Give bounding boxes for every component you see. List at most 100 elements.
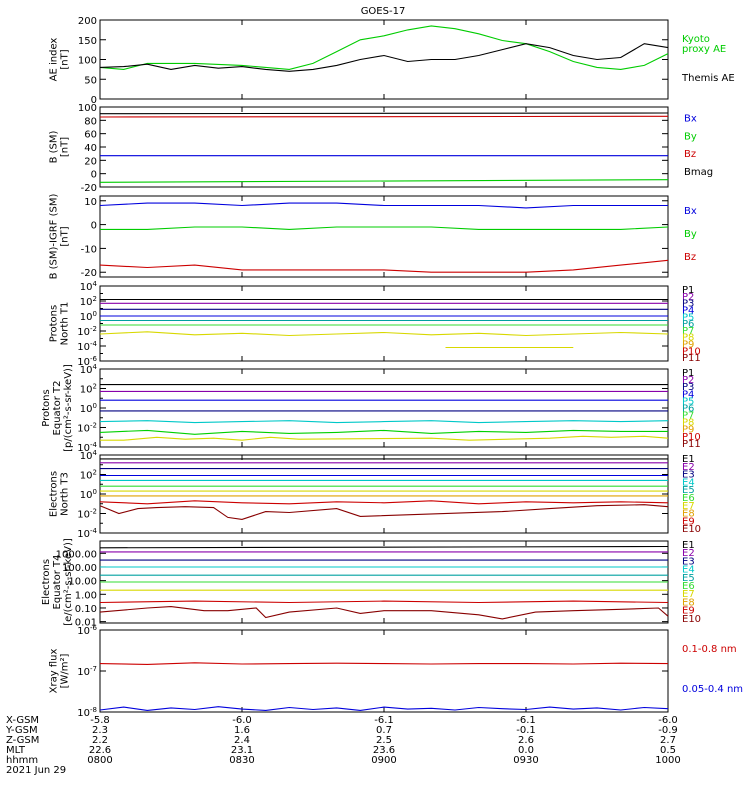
y-tick-label: 104 bbox=[80, 280, 98, 293]
x-row-value: -0.1 bbox=[516, 725, 536, 736]
y-tick-label: 0 bbox=[91, 221, 97, 232]
legend-label: E3 bbox=[682, 470, 695, 481]
y-tick-label: 40 bbox=[84, 143, 97, 154]
panel-enorth: 10-4 10-2 100 102 104 Electrons North T3 E1E2E3… bbox=[49, 449, 702, 540]
y-tick-label: -20 bbox=[81, 268, 97, 279]
x-row-label: MLT bbox=[6, 745, 26, 756]
y-tick-label: 1000.00 bbox=[56, 549, 97, 560]
legend-label: P5 bbox=[682, 312, 694, 323]
y-tick-label: 10-7 bbox=[77, 665, 97, 678]
legend-label: E4 bbox=[682, 565, 695, 576]
y-axis-label: [e/(cm²-s-sr-keV)] bbox=[63, 538, 74, 626]
y-tick-label: 102 bbox=[80, 469, 97, 482]
y-tick-label: 50 bbox=[84, 75, 97, 86]
x-row-value: 0800 bbox=[87, 755, 112, 766]
legend-label: P6 bbox=[682, 319, 694, 330]
y-axis-label: [p/(cm²-s-sr-keV)] bbox=[63, 364, 74, 452]
legend-label: E8 bbox=[682, 509, 695, 520]
panel-frame bbox=[99, 629, 669, 713]
y-tick-label: 0.01 bbox=[75, 618, 97, 629]
y-tick-label: 100 bbox=[78, 56, 97, 67]
y-tick-label: 1.00 bbox=[75, 590, 97, 601]
legend-label: P4 bbox=[682, 389, 694, 400]
y-tick-label: 10-4 bbox=[77, 340, 97, 353]
y-tick-label: 104 bbox=[80, 363, 98, 376]
x-axis-labels: X-GSM -5.8 -6.0 -6.1 -6.1 -6.0 Y-GSM 2.3 1.6 0.7 -… bbox=[5, 715, 681, 776]
legend-label: Bz bbox=[684, 252, 696, 263]
y-tick-label: 102 bbox=[80, 295, 97, 308]
y-tick-label: 150 bbox=[78, 36, 97, 47]
y-axis-label: Equator T4 bbox=[52, 555, 63, 610]
legend-label: P11 bbox=[682, 353, 701, 364]
legend-label: P7 bbox=[682, 411, 694, 422]
legend-label: 0.1-0.8 nm bbox=[682, 644, 737, 655]
series-line bbox=[99, 179, 669, 183]
y-tick-label: 10.00 bbox=[68, 577, 97, 588]
y-tick-label: 200 bbox=[78, 16, 97, 27]
legend-label: Kyoto bbox=[682, 34, 710, 45]
legend-label: P2 bbox=[682, 375, 694, 386]
y-axis-label: Protons bbox=[49, 305, 60, 342]
x-row-value: 0.7 bbox=[376, 725, 392, 736]
legend-label: P6 bbox=[682, 403, 694, 414]
series-line bbox=[99, 662, 669, 665]
y-tick-label: 0 bbox=[91, 170, 97, 181]
x-row-value: -6.1 bbox=[374, 715, 394, 726]
series-line bbox=[99, 504, 669, 520]
legend-label: proxy AE bbox=[682, 44, 726, 55]
y-tick-label: 10-8 bbox=[77, 706, 97, 719]
legend-label: E4 bbox=[682, 477, 695, 488]
y-axis-label: AE index bbox=[49, 38, 60, 82]
x-row-label: X-GSM bbox=[6, 715, 39, 726]
series-line bbox=[99, 112, 669, 115]
y-axis-label: B (SM) bbox=[49, 130, 60, 163]
y-tick-label: 100 bbox=[80, 310, 97, 323]
panel-xray: 10-8 10-7 10-6 Xray flux [W/m²] 0.1-0.8 nm 0.0… bbox=[49, 624, 744, 719]
legend-label: E5 bbox=[682, 573, 695, 584]
legend-label: P4 bbox=[682, 305, 694, 316]
legend-label: P9 bbox=[682, 425, 694, 436]
x-row-value: 0930 bbox=[513, 755, 538, 766]
y-axis-label: Equator T2 bbox=[52, 381, 63, 436]
y-tick-label: 10-6 bbox=[77, 624, 97, 637]
series-line bbox=[99, 706, 669, 711]
y-axis-label: Electrons bbox=[41, 559, 52, 605]
legend-label: E7 bbox=[682, 501, 695, 512]
series-line bbox=[99, 606, 669, 620]
legend-label: P8 bbox=[682, 333, 694, 344]
series-line bbox=[99, 202, 668, 209]
y-tick-label: 10-4 bbox=[77, 441, 97, 454]
y-tick-label: 10-2 bbox=[77, 422, 97, 435]
legend-label: P11 bbox=[682, 439, 701, 450]
y-tick-label: 100 bbox=[80, 488, 97, 501]
series-line bbox=[99, 115, 669, 118]
series-line bbox=[100, 435, 669, 441]
y-tick-label: 0.10 bbox=[75, 604, 97, 615]
x-row-label: hhmm bbox=[6, 755, 38, 766]
legend-label: E6 bbox=[682, 493, 695, 504]
y-tick-label: -20 bbox=[81, 183, 97, 194]
y-tick-label: 10 bbox=[84, 197, 97, 208]
x-row-value: 1000 bbox=[655, 755, 680, 766]
y-tick-label: 80 bbox=[84, 116, 97, 127]
x-row-value: 0900 bbox=[371, 755, 396, 766]
y-tick-label: 20 bbox=[84, 156, 97, 167]
legend-label: E9 bbox=[682, 606, 695, 617]
y-tick-label: 104 bbox=[80, 449, 98, 462]
y-tick-label: 102 bbox=[80, 383, 97, 396]
legend-label: E8 bbox=[682, 597, 695, 608]
x-row-value: 1.6 bbox=[234, 725, 250, 736]
legend-label: P10 bbox=[682, 346, 701, 357]
panel-frame bbox=[99, 454, 669, 534]
legend-label: P8 bbox=[682, 418, 694, 429]
legend-label: P3 bbox=[682, 382, 694, 393]
legend-label: E1 bbox=[682, 540, 695, 551]
legend-label: E3 bbox=[682, 556, 695, 567]
series-line bbox=[99, 600, 669, 604]
x-row-value: 23.6 bbox=[373, 745, 395, 756]
panel-bigrf: -20 -10 0 10 B (SM)-IGRF (SM) [nT] Bx By Bz bbox=[49, 194, 697, 280]
y-tick-label: 100.00 bbox=[62, 563, 97, 574]
series-line bbox=[99, 43, 669, 72]
legend-label: P7 bbox=[682, 326, 694, 337]
